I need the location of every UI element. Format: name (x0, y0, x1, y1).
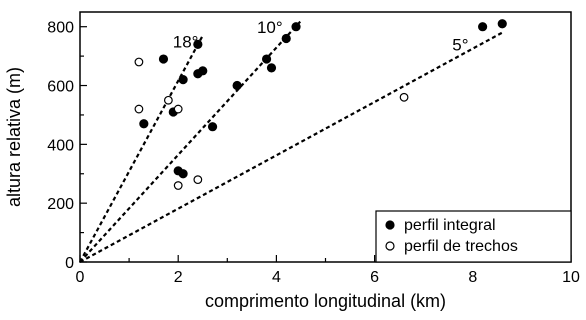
point-perfil-integral (178, 169, 188, 179)
reference-line-label: 5° (452, 36, 468, 55)
x-tick-label: 6 (370, 269, 379, 286)
point-perfil-integral (497, 19, 507, 29)
reference-line-labels: 18° 10° 5° (173, 18, 469, 55)
legend-box (375, 210, 572, 263)
point-perfil-integral (291, 22, 301, 32)
point-perfil-integral (198, 66, 208, 76)
y-axis-label: altura relativa (m) (4, 67, 24, 207)
point-perfil-de-trechos (134, 104, 144, 114)
point-perfil-integral (266, 63, 277, 73)
y-tick-label: 400 (47, 137, 74, 154)
y-tick-label: 800 (47, 20, 74, 37)
point-perfil-integral (232, 80, 242, 91)
point-perfil-de-trechos (163, 95, 173, 105)
y-tick-label: 0 (65, 255, 74, 272)
x-axis-label: comprimento longitudinal (km) (205, 291, 446, 311)
reference-line (79, 31, 503, 263)
reference-line-label: 18° (173, 33, 199, 52)
x-tick-label: 2 (174, 269, 183, 286)
point-perfil-integral (207, 122, 218, 132)
y-axis: 0 200 400 600 800 (47, 20, 87, 272)
legend-label-perfil-de-trechos: perfil de trechos (404, 238, 518, 255)
legend-marker-perfil-integral (385, 220, 395, 230)
point-perfil-integral (193, 39, 203, 49)
point-perfil-de-trechos (173, 181, 183, 190)
point-perfil-integral (478, 22, 488, 32)
point-perfil-integral (261, 54, 272, 64)
point-perfil-integral (178, 75, 188, 85)
point-perfil-integral (281, 33, 291, 44)
y-tick-label: 200 (47, 196, 74, 213)
legend-marker-perfil-de-trechos (385, 241, 395, 251)
reference-line-label: 10° (257, 18, 283, 37)
point-perfil-integral (158, 54, 169, 64)
x-axis: 0 2 4 6 8 10 (76, 255, 580, 286)
data-points (134, 19, 507, 190)
x-tick-label: 0 (76, 269, 85, 286)
reference-line (79, 20, 302, 263)
point-perfil-de-trechos (134, 57, 144, 67)
point-perfil-de-trechos (193, 175, 203, 185)
y-tick-label: 600 (47, 79, 74, 96)
legend-label-perfil-integral: perfil integral (404, 217, 496, 234)
x-tick-label: 10 (562, 269, 580, 286)
point-perfil-de-trechos (173, 104, 183, 114)
point-perfil-de-trechos (399, 92, 409, 102)
legend: perfil integral perfil de trechos (375, 210, 572, 263)
x-tick-label: 4 (272, 269, 281, 286)
x-tick-label: 8 (468, 269, 477, 286)
reference-lines (79, 20, 503, 263)
point-perfil-integral (139, 119, 149, 129)
reference-line (79, 35, 204, 263)
